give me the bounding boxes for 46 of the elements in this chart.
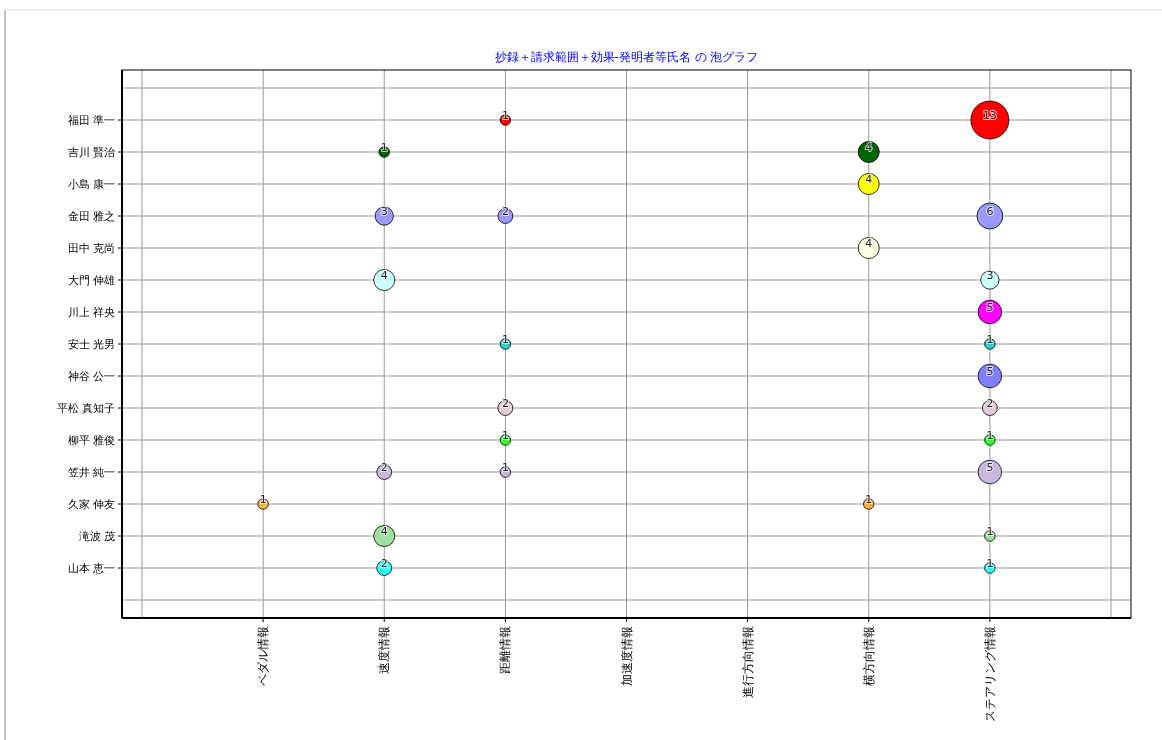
x-tick-label: 距離情報 <box>498 626 513 674</box>
x-tick-label: 横方向情報 <box>861 626 876 686</box>
y-tick-label: 福田 準一 <box>67 114 115 127</box>
data-label: 2 <box>501 205 509 218</box>
data-label: 13 <box>982 109 997 122</box>
data-label: 2 <box>380 461 388 474</box>
data-label: 6 <box>986 205 994 218</box>
y-tick-label: 神谷 公一 <box>67 370 115 383</box>
y-tick-label: 柳平 雅俊 <box>67 434 115 447</box>
data-label: 5 <box>986 365 994 378</box>
y-tick-label: 久家 伸友 <box>67 498 115 511</box>
x-tick-label: 加速度情報 <box>619 626 634 686</box>
y-tick-label: 平松 真知子 <box>56 402 115 415</box>
data-label: 1 <box>259 493 267 506</box>
data-label: 2 <box>986 397 994 410</box>
data-label: 4 <box>865 141 873 154</box>
y-tick-label: 大門 伸雄 <box>67 274 115 287</box>
y-tick-label: 笠井 純一 <box>67 466 115 479</box>
y-tick-label: 田中 克尚 <box>67 242 115 255</box>
y-tick-label: 山本 恵一 <box>67 562 115 575</box>
x-tick-label: ペダル情報 <box>256 626 271 686</box>
y-tick-label: 安士 光男 <box>67 338 115 351</box>
y-tick-label: 吉川 賢治 <box>67 146 115 159</box>
data-label: 5 <box>986 301 994 314</box>
data-label: 3 <box>380 205 388 218</box>
data-label: 5 <box>986 461 994 474</box>
data-label: 1 <box>501 109 509 122</box>
y-tick-label: 滝波 茂 <box>78 530 115 543</box>
data-label: 4 <box>865 237 873 250</box>
data-label: 2 <box>380 557 388 570</box>
y-tick-label: 川上 祥央 <box>67 306 115 319</box>
data-label: 1 <box>380 141 388 154</box>
data-label: 4 <box>865 173 873 186</box>
y-tick-label: 金田 雅之 <box>67 210 115 223</box>
data-label: 4 <box>380 269 388 282</box>
data-label: 1 <box>501 429 509 442</box>
data-label: 1 <box>501 461 509 474</box>
data-label: 1 <box>501 333 509 346</box>
data-label: 3 <box>986 269 994 282</box>
data-label: 4 <box>380 525 388 538</box>
chart-title: 抄録＋請求範囲＋効果-発明者等氏名 の 泡グラフ <box>494 50 759 64</box>
y-tick-label: 小島 康一 <box>67 178 115 191</box>
x-tick-label: 進行方向情報 <box>740 626 755 698</box>
x-tick-label: 速度情報 <box>377 626 392 674</box>
data-label: 2 <box>501 397 509 410</box>
x-tick-label: ステアリング情報 <box>982 626 997 722</box>
